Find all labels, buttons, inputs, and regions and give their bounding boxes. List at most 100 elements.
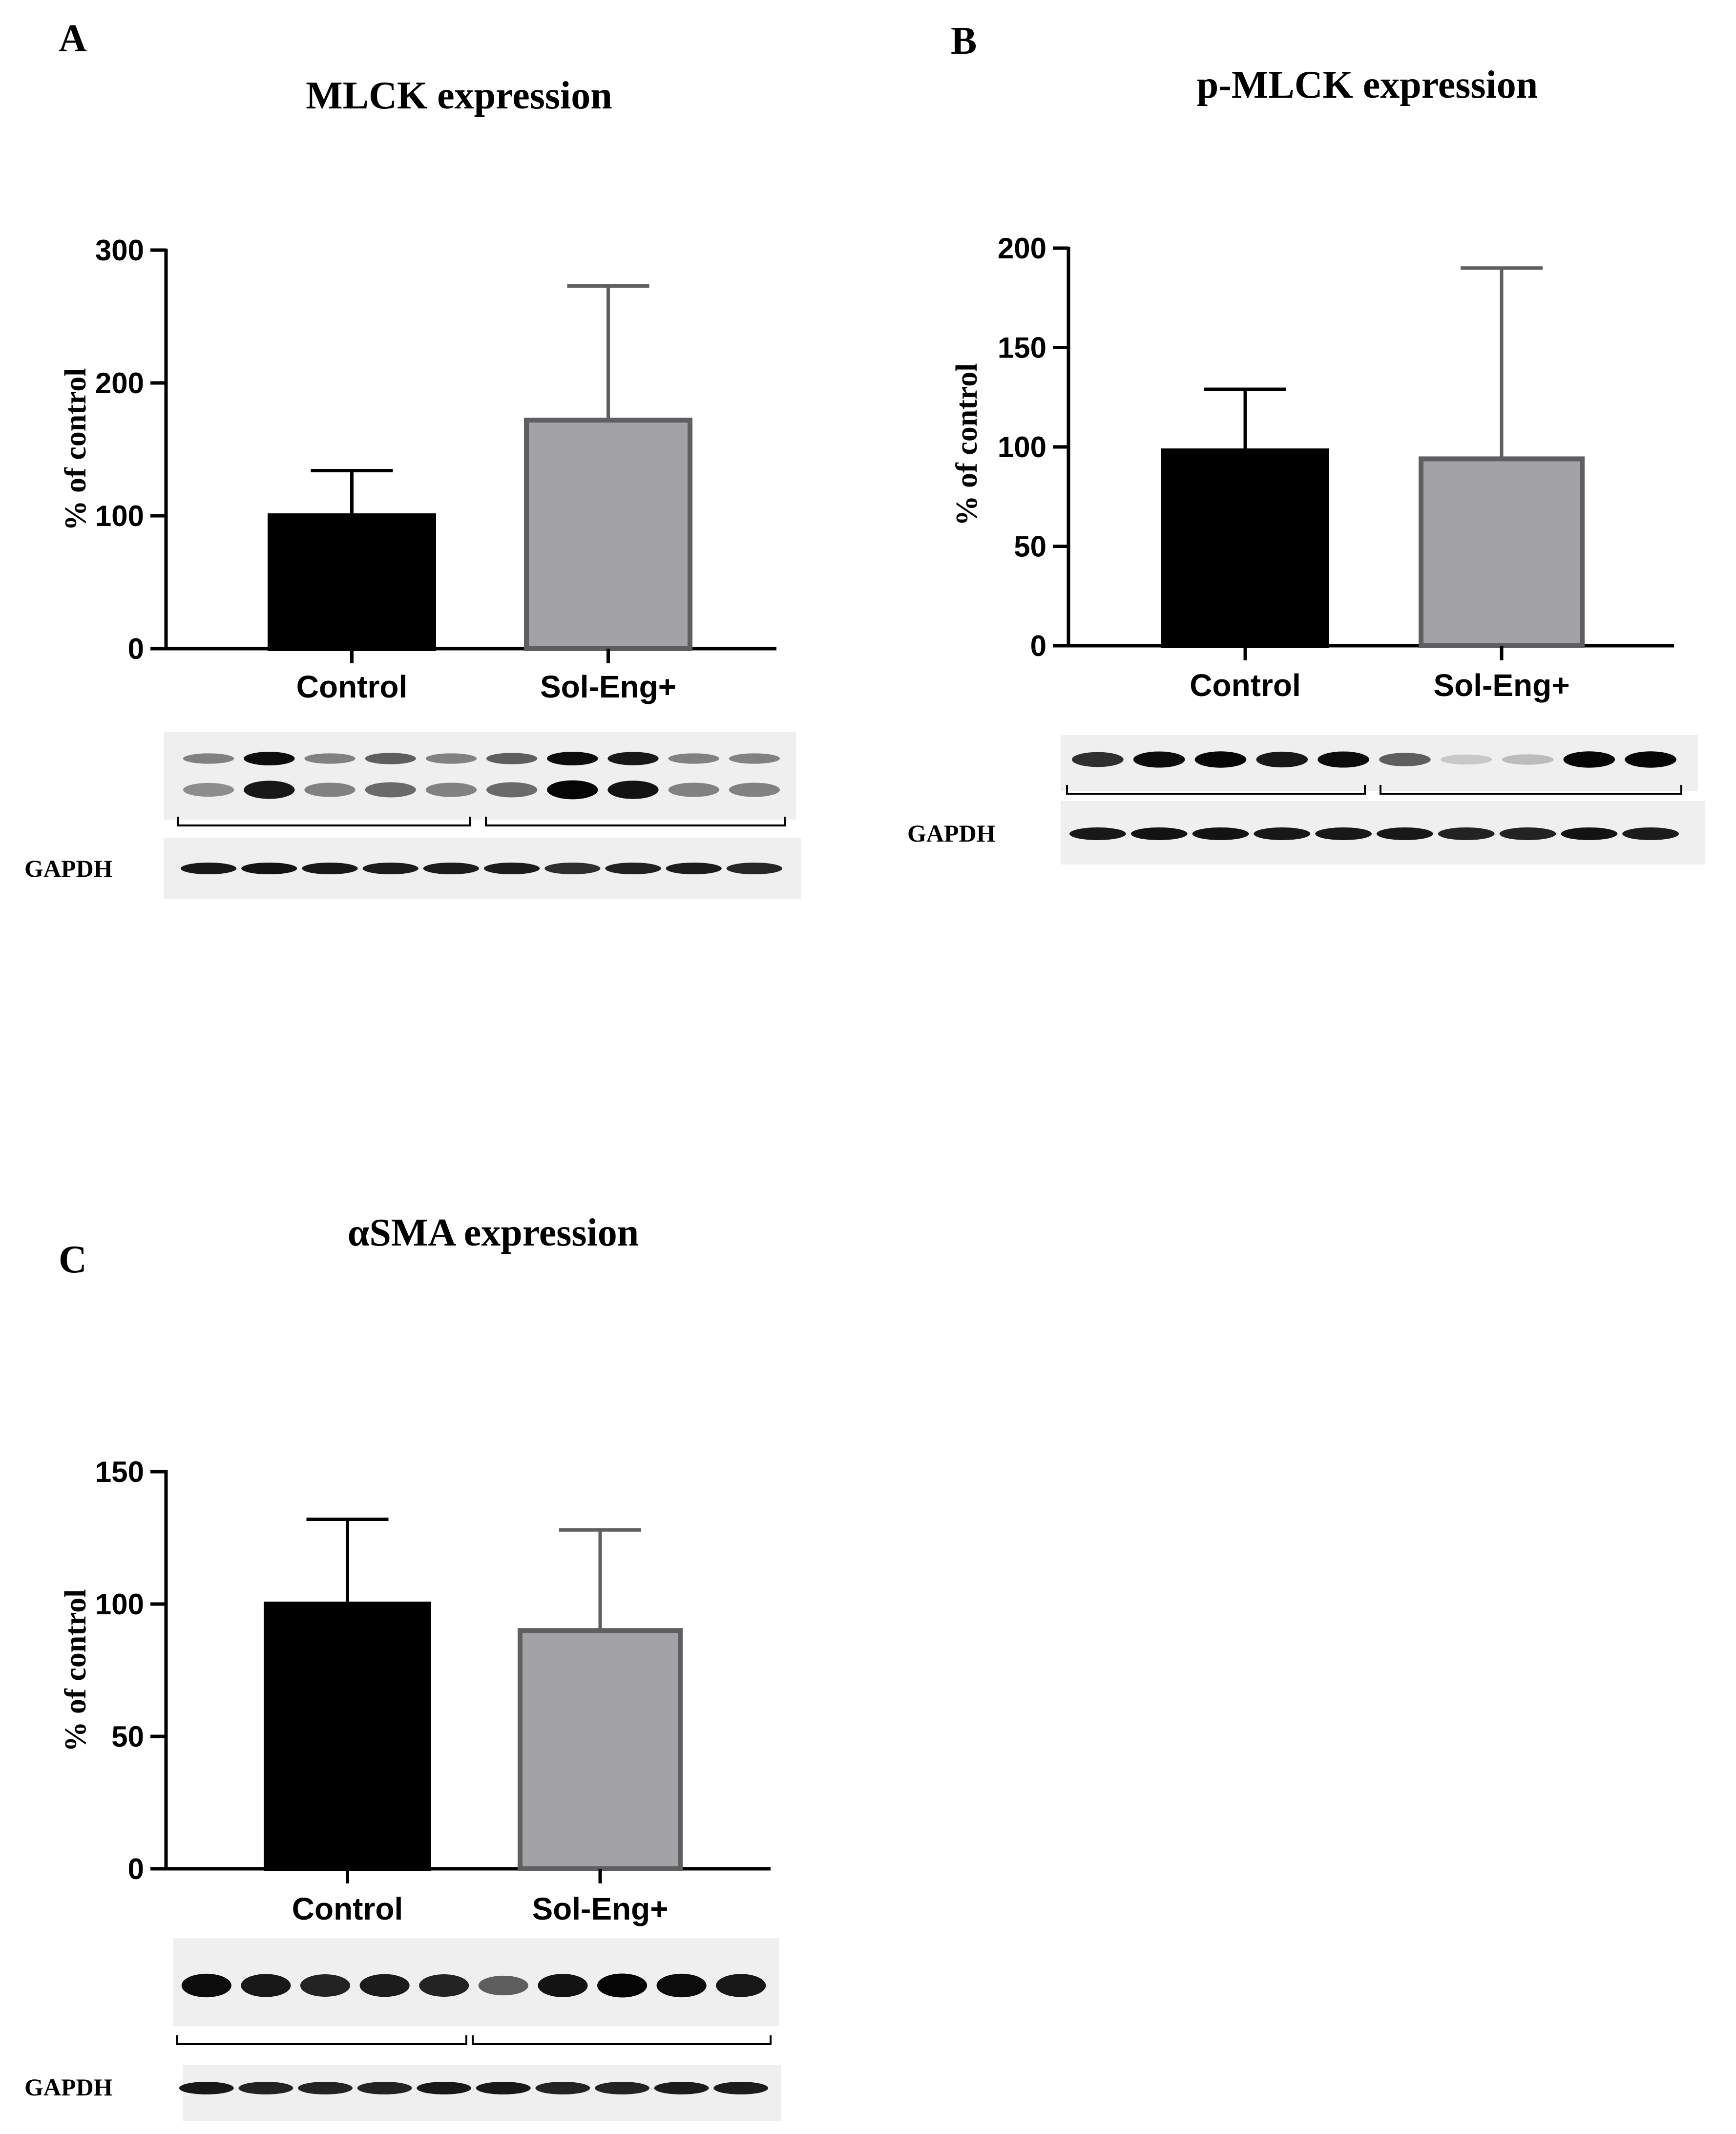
blot-band xyxy=(478,1975,528,1996)
panel-a: A MLCK expression % of control 0 100 200 300 Co… xyxy=(24,17,801,899)
blot-band xyxy=(656,1973,707,1998)
blot-band xyxy=(668,782,719,797)
blot-background xyxy=(164,732,796,820)
chart-title: MLCK expression xyxy=(306,74,612,117)
gapdh-blot xyxy=(164,838,801,899)
x-tick-label: Control xyxy=(292,1891,403,1926)
gapdh-band xyxy=(1192,827,1249,840)
blot-band xyxy=(1563,751,1615,768)
blot-band xyxy=(183,753,234,764)
gapdh-band xyxy=(544,863,601,874)
blot-band xyxy=(1194,751,1247,768)
blot-band xyxy=(547,752,598,765)
y-tick-label: 100 xyxy=(95,500,144,532)
blot-band xyxy=(1440,754,1492,765)
gapdh-label: GAPDH xyxy=(24,2073,113,2101)
blot-band xyxy=(668,753,719,764)
panel-letter: C xyxy=(59,1238,87,1281)
y-axis-label: % of control xyxy=(59,1589,92,1752)
y-tick-label: 150 xyxy=(998,332,1046,364)
blot-band xyxy=(244,752,295,765)
blot-band xyxy=(304,753,356,764)
gapdh-band xyxy=(595,2082,649,2094)
group-bracket xyxy=(176,2035,467,2045)
gapdh-label: GAPDH xyxy=(24,855,113,882)
gapdh-band xyxy=(483,863,540,874)
x-tick-label: Control xyxy=(296,669,408,704)
gapdh-band xyxy=(179,2082,234,2094)
blot-band xyxy=(181,1973,231,1998)
chart-title: p-MLCK expression xyxy=(1197,63,1538,106)
blot-band xyxy=(183,782,234,797)
blot-band xyxy=(425,782,477,797)
blot-band xyxy=(1318,751,1369,768)
blot-band xyxy=(716,1974,766,1997)
bar-control xyxy=(264,1602,431,1871)
blot-band xyxy=(729,753,780,764)
blot-band xyxy=(607,752,659,765)
y-tick-label: 100 xyxy=(998,431,1046,464)
y-tick-label: 150 xyxy=(95,1456,144,1488)
blot-band xyxy=(597,1973,648,1998)
gapdh-band xyxy=(298,2082,353,2094)
gapdh-band xyxy=(362,863,418,874)
gapdh-band xyxy=(1254,827,1311,840)
blot-band xyxy=(538,1974,588,1997)
y-tick-label: 100 xyxy=(95,1588,144,1621)
gapdh-band xyxy=(1438,827,1495,840)
y-tick-label: 50 xyxy=(1014,530,1046,563)
group-bracket xyxy=(472,2035,772,2045)
blot-band xyxy=(304,782,356,797)
x-tick-label: Sol-Eng+ xyxy=(532,1891,668,1926)
blot-band xyxy=(729,782,780,797)
y-axis-label: % of control xyxy=(950,363,983,526)
blot-band xyxy=(300,1974,351,1997)
y-tick-label: 0 xyxy=(1030,630,1046,662)
gapdh-band xyxy=(654,2082,709,2094)
gapdh-band xyxy=(605,863,661,874)
y-tick-label: 200 xyxy=(998,232,1046,265)
panel-letter: B xyxy=(951,20,977,63)
blot-band xyxy=(365,753,416,764)
x-tick-label: Sol-Eng+ xyxy=(540,669,676,704)
gapdh-label: GAPDH xyxy=(907,820,996,847)
gapdh-blot xyxy=(179,2065,781,2121)
blot-band xyxy=(486,782,538,798)
gapdh-band xyxy=(1315,827,1372,840)
blot-band xyxy=(547,780,598,800)
blot-band xyxy=(1502,754,1554,765)
gapdh-band xyxy=(726,863,783,874)
x-tick-label: Sol-Eng+ xyxy=(1433,668,1569,703)
chart-title: αSMA expression xyxy=(348,1211,639,1254)
gapdh-band xyxy=(1069,827,1126,840)
y-tick-label: 0 xyxy=(128,1853,144,1885)
y-tick-label: 0 xyxy=(128,633,144,665)
gapdh-band xyxy=(357,2082,412,2094)
western-blot xyxy=(173,1938,779,2026)
blot-band xyxy=(365,782,416,798)
western-blot xyxy=(164,732,796,820)
gapdh-blot xyxy=(1061,801,1705,865)
group-bracket xyxy=(1380,785,1682,795)
bar-sol-eng- xyxy=(518,1628,683,1871)
gapdh-band xyxy=(1499,827,1556,840)
blot-band xyxy=(1379,753,1431,766)
panel-b: Bp-MLCK expression % of control 0 50 100 150 2… xyxy=(907,20,1705,865)
blot-band xyxy=(1072,752,1124,767)
blot-band xyxy=(607,781,659,799)
gapdh-band xyxy=(535,2082,590,2094)
blot-band xyxy=(1625,751,1676,768)
blot-band xyxy=(1133,751,1185,768)
group-bracket xyxy=(177,817,471,826)
gapdh-band xyxy=(1377,827,1433,840)
gapdh-band xyxy=(1622,827,1679,840)
western-blot xyxy=(1061,735,1698,791)
gapdh-band xyxy=(1561,827,1618,840)
blot-band xyxy=(425,753,477,764)
blot-band xyxy=(241,1974,291,1997)
gapdh-band xyxy=(417,2082,472,2094)
group-bracket xyxy=(485,817,786,826)
x-tick-label: Control xyxy=(1190,668,1301,703)
